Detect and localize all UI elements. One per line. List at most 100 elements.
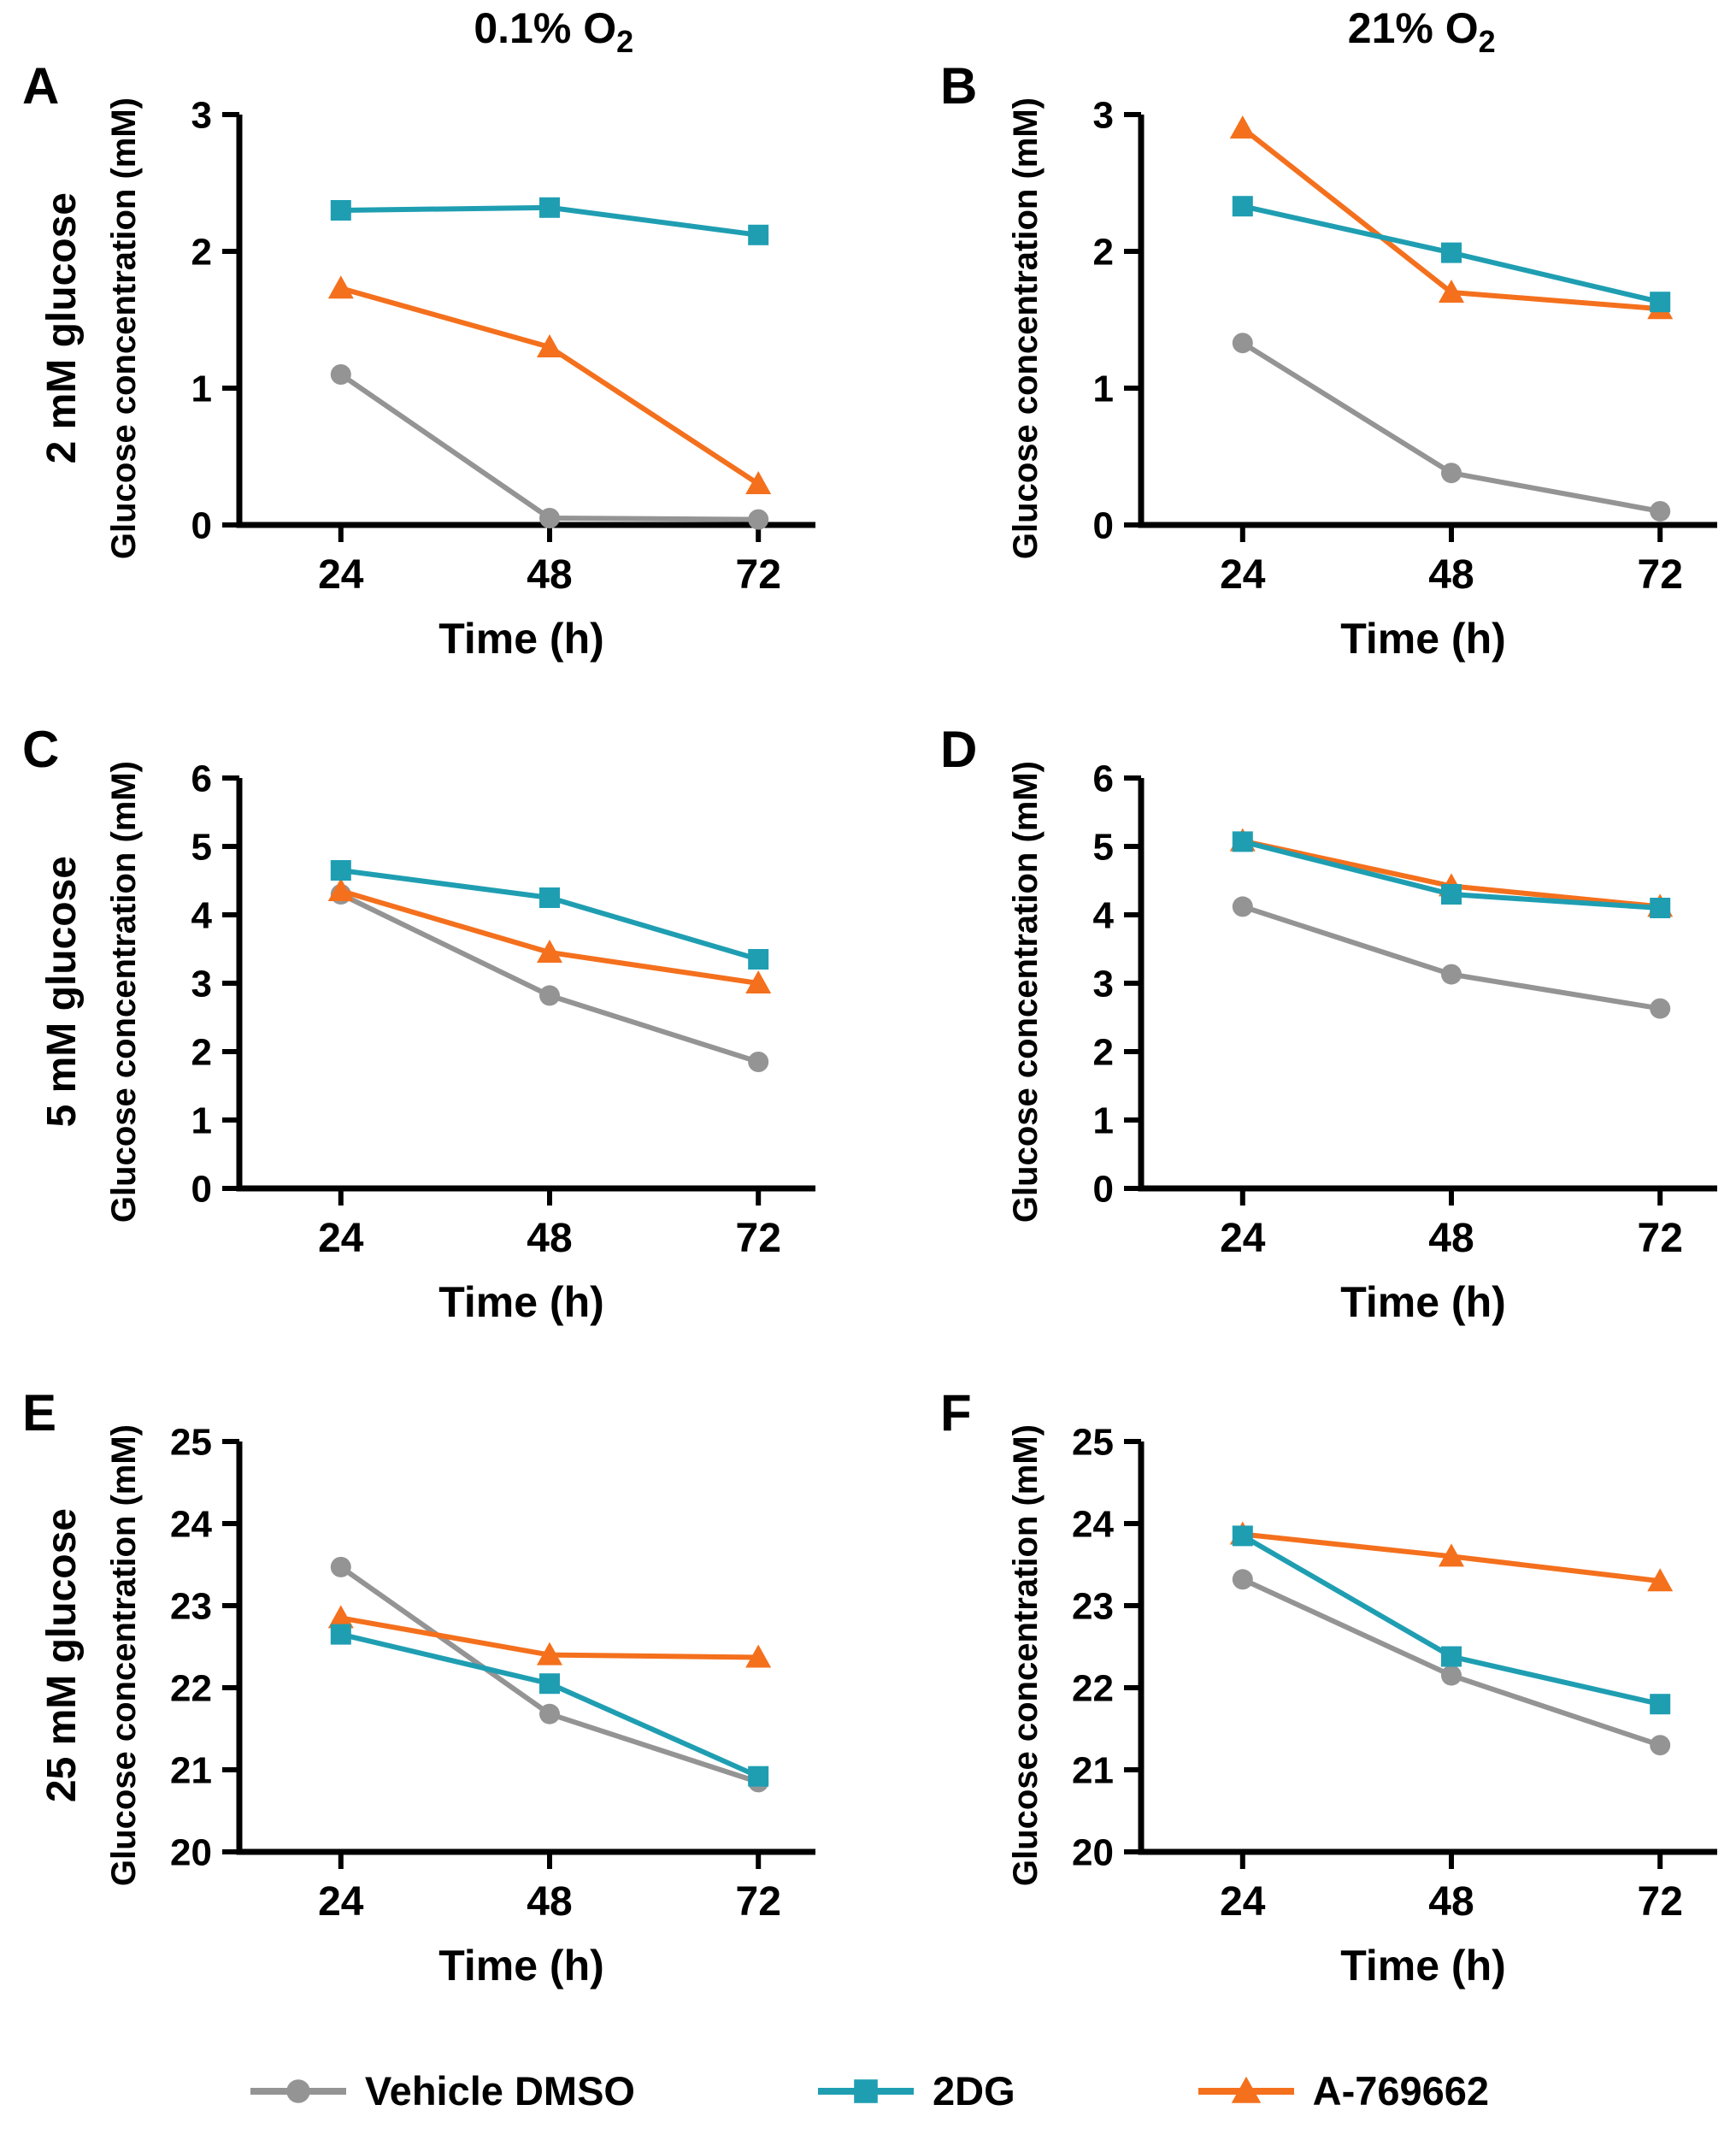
y-tick-label: 25	[170, 1421, 212, 1463]
y-tick-label: 3	[1093, 94, 1114, 136]
circle-marker	[1650, 501, 1671, 522]
triangle-marker	[537, 940, 562, 963]
x-tick-label: 24	[1220, 552, 1266, 598]
legend-item-a769662: A-769662	[1195, 2067, 1489, 2114]
x-axis-title: Time (h)	[1340, 1278, 1506, 1326]
y-tick-label: 1	[191, 1099, 212, 1141]
x-tick-label: 24	[318, 1216, 364, 1261]
x-tick-label: 72	[1638, 1879, 1683, 1925]
circle-marker	[539, 1703, 560, 1724]
panel-letter-C: C	[22, 721, 60, 778]
x-tick-label: 48	[1428, 1879, 1474, 1925]
circle-marker-icon	[250, 2078, 346, 2103]
square-marker	[1232, 831, 1253, 852]
x-axis-title: Time (h)	[438, 615, 604, 663]
y-tick-label: 0	[191, 504, 212, 546]
triangle-marker	[327, 878, 354, 901]
chart-row-25mM: E 25 mM glucose Glucose concentration (m…	[0, 1382, 1736, 2045]
y-tick-label: 6	[191, 758, 212, 799]
row-label-5mM: 5 mM glucose	[38, 856, 85, 1128]
y-tick-label: 22	[1072, 1667, 1114, 1709]
x-tick-label: 48	[527, 1216, 572, 1261]
x-tick-label: 72	[736, 552, 781, 598]
square-marker	[1650, 292, 1671, 313]
axis-spine	[1138, 778, 1717, 1192]
legend-label: A-769662	[1312, 2068, 1490, 2113]
triangle-marker	[1647, 1568, 1674, 1592]
panel-C: C 5 mM glucose Glucose concentration (mM…	[0, 718, 868, 1382]
y-tick-label: 20	[170, 1831, 212, 1873]
column-header-text: 21% O2	[1347, 4, 1496, 59]
axis-spine	[1138, 115, 1717, 528]
y-tick-label: 25	[1072, 1421, 1114, 1463]
x-axis-title: Time (h)	[1340, 1942, 1506, 1990]
square-marker	[539, 1673, 560, 1695]
square-marker	[1650, 1694, 1671, 1715]
axis-spine	[236, 1441, 815, 1855]
legend-label: 2DG	[932, 2068, 1015, 2113]
subscript: 2	[616, 24, 634, 59]
square-marker	[748, 1766, 769, 1787]
y-tick-label: 23	[1072, 1585, 1114, 1627]
y-axis-label-C: Glucose concentration (mM)	[104, 760, 143, 1223]
x-tick-label: 72	[1638, 1216, 1683, 1261]
square-marker	[748, 949, 769, 970]
triangle-marker-icon	[1198, 2076, 1294, 2103]
circle-marker	[1232, 333, 1253, 354]
legend-item-2dg: 2DG	[815, 2067, 1015, 2114]
legend: Vehicle DMSO 2DG A-769662	[0, 2045, 1736, 2137]
x-tick-label: 24	[1220, 1879, 1266, 1925]
column-header-hypoxia: 0.1% O2	[0, 0, 868, 59]
square-marker	[1441, 1646, 1462, 1667]
y-tick-label: 2	[191, 231, 212, 273]
y-tick-label: 4	[191, 894, 213, 936]
circle-marker	[1441, 964, 1462, 985]
y-tick-label: 24	[170, 1503, 212, 1545]
square-marker	[854, 2078, 878, 2103]
y-tick-label: 1	[1093, 1099, 1114, 1141]
panel-letter-D: D	[940, 721, 978, 778]
panel-letter-F: F	[940, 1384, 972, 1441]
chart-row-2mM: A 2 mM glucose Glucose concentration (mM…	[0, 55, 1736, 718]
circle-marker	[539, 508, 560, 528]
circle-marker	[1650, 998, 1671, 1019]
circle-marker	[748, 1052, 769, 1072]
y-tick-label: 20	[1072, 1831, 1114, 1873]
subscript: 2	[1478, 24, 1496, 59]
x-tick-label: 48	[1428, 1216, 1474, 1261]
triangle-marker	[537, 1642, 562, 1665]
series-line	[339, 372, 759, 522]
triangle-marker	[745, 1644, 772, 1668]
panel-A: A 2 mM glucose Glucose concentration (mM…	[0, 55, 868, 718]
circle-marker	[748, 509, 769, 530]
column-headers: 0.1% O2 21% O2	[0, 0, 1736, 59]
x-axis-title: Time (h)	[438, 1278, 604, 1326]
column-header-normoxia: 21% O2	[868, 0, 1736, 59]
x-tick-label: 72	[1638, 552, 1683, 598]
circle-marker	[539, 985, 560, 1006]
y-axis-label-E: Glucose concentration (mM)	[104, 1424, 143, 1887]
y-tick-label: 1	[191, 368, 212, 410]
square-marker	[330, 200, 351, 221]
row-label-25mM: 25 mM glucose	[38, 1507, 85, 1803]
x-tick-label: 48	[527, 1879, 572, 1925]
legend-item-vehicle-dmso: Vehicle DMSO	[247, 2067, 635, 2114]
circle-marker	[1441, 463, 1462, 484]
square-marker	[539, 197, 560, 218]
y-tick-label: 23	[170, 1585, 212, 1627]
circle-marker	[1441, 1665, 1462, 1686]
triangle-marker	[1231, 2076, 1261, 2103]
y-tick-label: 0	[1093, 1168, 1114, 1210]
triangle-marker	[745, 970, 772, 993]
panel-F: F Glucose concentration (mM) 20 21 22 23 24 2…	[868, 1382, 1736, 2045]
legend-label: Vehicle DMSO	[364, 2068, 635, 2113]
y-tick-label: 3	[1093, 963, 1114, 1005]
row-label-2mM: 2 mM glucose	[38, 192, 85, 464]
x-axis-title: Time (h)	[438, 1942, 604, 1990]
y-tick-label: 4	[1093, 894, 1115, 936]
y-axis-label-D: Glucose concentration (mM)	[1006, 760, 1045, 1223]
series-line	[339, 892, 760, 1064]
panel-B: B Glucose concentration (mM) 0 1 2 3 24 48 72 T…	[868, 55, 1736, 718]
y-tick-label: 5	[1093, 826, 1114, 868]
